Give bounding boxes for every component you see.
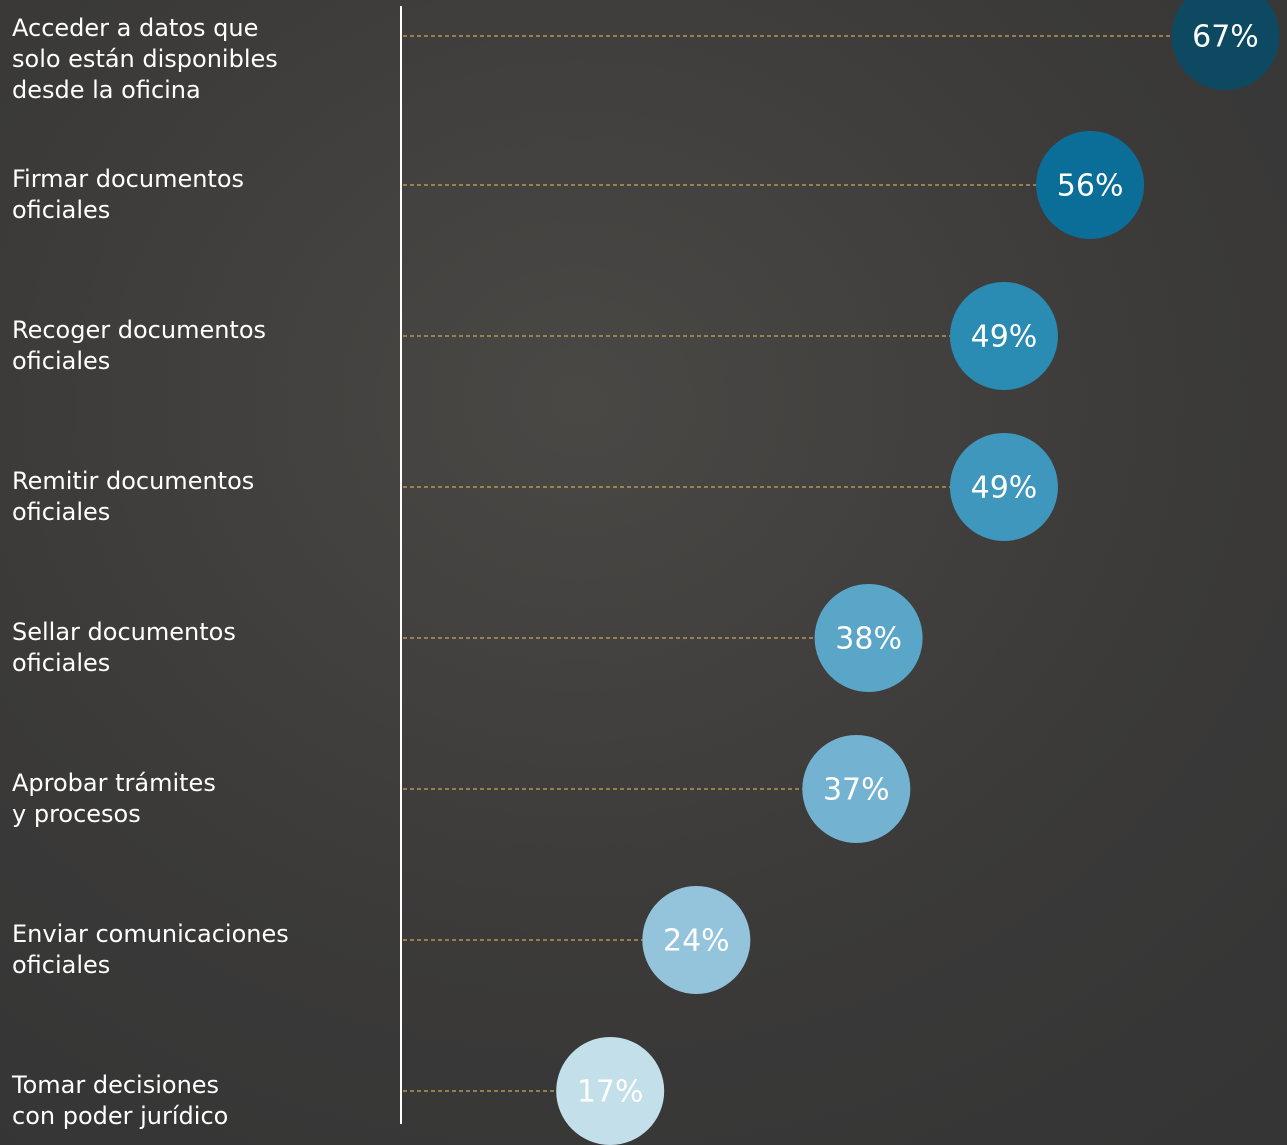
category-line: solo están disponibles	[12, 45, 278, 73]
dot	[642, 886, 751, 994]
category-line: Sellar documentos	[12, 618, 236, 646]
value-label: 49%	[971, 320, 1038, 355]
category-line: Recoger documentos	[12, 316, 266, 344]
category-line: Aprobar trámites	[12, 769, 216, 797]
category-label: Sellar documentos oficiales	[12, 618, 236, 677]
value-label: 38%	[835, 622, 902, 657]
dot	[949, 282, 1058, 390]
dot	[814, 584, 923, 692]
category-line: Enviar comunicaciones	[12, 920, 289, 948]
category-label: Acceder a datos que solo están disponible…	[12, 14, 278, 104]
category-line: Firmar documentos	[12, 165, 244, 193]
category-line: Remitir documentos	[12, 467, 254, 495]
category-line: oficiales	[12, 498, 110, 526]
dot	[802, 735, 911, 843]
category-line: desde la oficina	[12, 76, 201, 104]
value-label: 37%	[823, 773, 890, 808]
category-line: Acceder a datos que	[12, 14, 258, 42]
value-label: 67%	[1192, 20, 1259, 55]
dot	[1036, 131, 1145, 239]
value-label: 17%	[577, 1075, 644, 1110]
category-label: Remitir documentos oficiales	[12, 467, 254, 526]
category-line: y procesos	[12, 800, 141, 828]
dot	[556, 1037, 665, 1145]
category-line: oficiales	[12, 196, 110, 224]
category-line: Tomar decisiones	[11, 1071, 219, 1099]
value-label: 24%	[663, 924, 730, 959]
category-line: con poder jurídico	[12, 1102, 228, 1130]
category-label: Firmar documentos oficiales	[12, 165, 244, 224]
category-line: oficiales	[12, 347, 110, 375]
category-line: oficiales	[12, 649, 110, 677]
dot	[949, 433, 1058, 541]
category-line: oficiales	[12, 951, 110, 979]
category-label: Aprobar trámites y procesos	[12, 769, 216, 828]
value-label: 49%	[971, 471, 1038, 506]
category-label: Tomar decisiones con poder jurídico	[11, 1071, 228, 1130]
value-label: 56%	[1057, 169, 1124, 204]
dot	[1171, 0, 1280, 90]
category-label: Enviar comunicaciones oficiales	[12, 920, 289, 979]
category-label: Recoger documentos oficiales	[12, 316, 266, 375]
